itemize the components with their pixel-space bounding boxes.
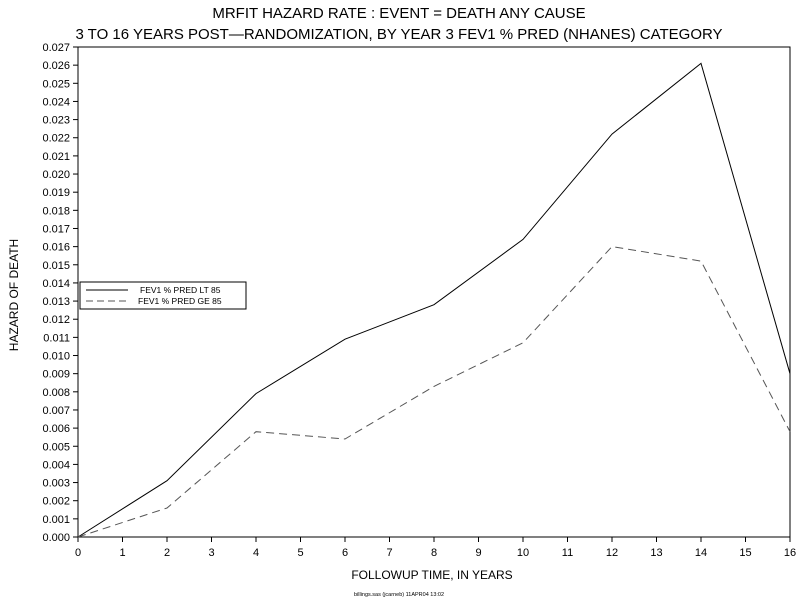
x-tick-label: 9: [475, 547, 481, 559]
x-tick-label: 13: [650, 547, 662, 559]
y-tick-label: 0.017: [42, 223, 70, 235]
y-tick-label: 0.008: [42, 387, 70, 399]
chart-subtitle: 3 TO 16 YEARS POST—RANDOMIZATION, BY YEA…: [75, 26, 722, 43]
x-tick-label: 15: [739, 547, 751, 559]
x-tick-label: 1: [119, 547, 125, 559]
series-line-lt85: [77, 62, 791, 538]
legend-entry-lt85: FEV1 % PRED LT 85: [140, 285, 221, 295]
x-tick-label: 11: [562, 547, 573, 559]
x-tick-label: 5: [297, 547, 303, 559]
y-tick-label: 0.010: [42, 351, 70, 363]
y-tick-label: 0.023: [42, 115, 70, 127]
x-tick-label: 3: [208, 547, 214, 559]
y-tick-label: 0.014: [42, 278, 70, 290]
y-tick-label: 0.027: [42, 42, 70, 54]
x-axis: 0 1 2 3 4 5 6 7 8 9 10 11 12 13 14 15 16: [75, 537, 796, 559]
x-tick-label: 4: [253, 547, 259, 559]
x-tick-label: 16: [784, 547, 796, 559]
x-tick-label: 2: [164, 547, 170, 559]
y-tick-label: 0.003: [42, 478, 70, 490]
x-tick-label: 7: [386, 547, 392, 559]
y-tick-label: 0.016: [42, 242, 70, 254]
footer-note: billings.sas (jcarneb) 11APR04 13:02: [354, 592, 444, 598]
y-axis: 0.000 0.001 0.002 0.003 0.004 0.005 0.006 0.007…: [42, 42, 78, 544]
legend: FEV1 % PRED LT 85 FEV1 % PRED GE 85: [79, 281, 247, 310]
x-tick-label: 10: [517, 547, 529, 559]
y-tick-label: 0.004: [42, 459, 70, 471]
y-tick-label: 0.020: [42, 169, 70, 181]
y-tick-label: 0.015: [42, 260, 70, 272]
y-tick-label: 0.013: [42, 296, 70, 308]
y-tick-label: 0.018: [42, 205, 70, 217]
y-tick-label: 0.022: [42, 133, 70, 145]
y-tick-label: 0.009: [42, 369, 70, 381]
y-tick-label: 0.024: [42, 96, 70, 108]
y-tick-label: 0.006: [42, 423, 70, 435]
x-tick-label: 0: [75, 547, 81, 559]
legend-entry-ge85: FEV1 % PRED GE 85: [138, 296, 222, 306]
x-tick-label: 6: [342, 547, 348, 559]
y-tick-label: 0.026: [42, 60, 70, 72]
chart-title: MRFIT HAZARD RATE : EVENT = DEATH ANY CA…: [212, 5, 585, 22]
x-axis-label: FOLLOWUP TIME, IN YEARS: [351, 568, 512, 582]
x-tick-label: 14: [695, 547, 707, 559]
y-tick-label: 0.001: [42, 514, 70, 526]
series-line-ge85: [77, 246, 791, 538]
x-tick-label: 8: [431, 547, 437, 559]
y-tick-label: 0.012: [42, 314, 70, 326]
series-lines: [77, 62, 791, 538]
y-tick-label: 0.005: [42, 441, 70, 453]
y-tick-label: 0.002: [42, 496, 70, 508]
legend-box: [79, 281, 247, 310]
y-tick-label: 0.025: [42, 78, 70, 90]
y-tick-label: 0.000: [42, 532, 70, 544]
y-tick-label: 0.007: [42, 405, 70, 417]
y-tick-label: 0.021: [42, 151, 70, 163]
x-tick-label: 12: [606, 547, 618, 559]
y-axis-label: HAZARD OF DEATH: [7, 239, 21, 351]
y-tick-label: 0.019: [42, 187, 70, 199]
y-tick-label: 0.011: [43, 332, 70, 344]
